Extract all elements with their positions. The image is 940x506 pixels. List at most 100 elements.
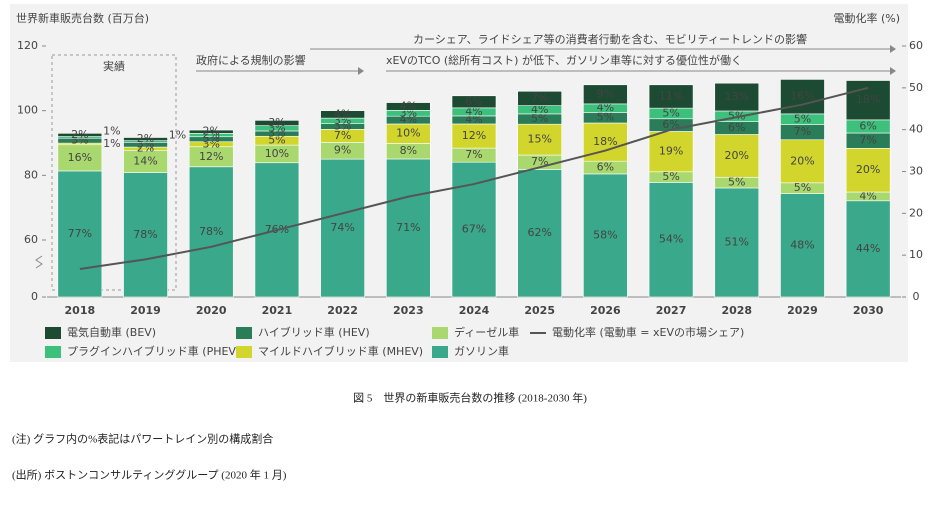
data-label: 12% <box>462 129 486 142</box>
annotation: 実績 <box>103 59 125 73</box>
data-label: 5% <box>662 170 679 183</box>
bar-segment <box>123 172 168 298</box>
legend-label: 電動化率 (電動車 = xEVの市場シェア) <box>552 325 744 339</box>
x-tick-label: 2018 <box>65 304 96 317</box>
data-label: 44% <box>856 242 880 255</box>
data-label: 78% <box>199 225 223 238</box>
data-label: 2% <box>71 128 88 141</box>
data-label: 16% <box>68 151 92 164</box>
bar-segment <box>648 131 694 173</box>
bar-segment <box>780 193 825 298</box>
y2-tick-label: 0 <box>913 290 920 303</box>
data-label: 5% <box>728 109 745 122</box>
legend-label: ガソリン車 <box>454 344 509 358</box>
bar-segment <box>845 200 891 298</box>
data-label: 4% <box>597 101 614 114</box>
bar-stack: 62%7%15%5%4%7% <box>517 90 562 298</box>
bar-segment <box>57 133 103 137</box>
data-label: 54% <box>659 233 683 246</box>
bar-stack: 71%8%10%4%3%4% <box>386 99 431 298</box>
bar-segment <box>188 166 234 298</box>
data-label: 14% <box>133 154 157 167</box>
bar-segment <box>451 95 497 109</box>
legend-swatch <box>432 346 448 358</box>
bar-stack: 74%9%7%3%3%4% <box>320 107 365 298</box>
bar-segment <box>583 84 628 105</box>
x-tick-label: 2019 <box>130 304 161 317</box>
data-label: 16% <box>790 90 814 103</box>
data-label: 7% <box>531 155 548 168</box>
bar-stack: 51%5%20%6%5%13% <box>714 82 760 298</box>
data-label: 20% <box>856 163 880 176</box>
legend-label: プラグインハイブリッド車 (PHEV) <box>67 344 240 358</box>
legend-swatch <box>45 346 61 358</box>
data-label: 5% <box>268 134 285 147</box>
bar-segment <box>845 148 891 193</box>
data-label: 15% <box>527 133 551 146</box>
bar-segment <box>648 182 694 298</box>
annotation: xEVのTCO (総所有コスト) が低下、ガソリン車等に対する優位性が働く <box>386 53 742 67</box>
axis-break <box>35 255 43 269</box>
data-label: 5% <box>794 112 811 125</box>
data-label: 7% <box>794 125 811 138</box>
y-tick-label: 100 <box>17 104 38 117</box>
data-label: 6% <box>728 121 745 134</box>
actual-box <box>51 54 177 291</box>
x-tick-label: 2027 <box>656 304 687 317</box>
y-tick-label: 120 <box>17 39 38 52</box>
bar-segment <box>386 102 431 111</box>
x-tick-label: 2028 <box>721 304 752 317</box>
legend-label: 電気自動車 (BEV) <box>67 325 156 339</box>
data-label: 6% <box>597 161 614 174</box>
bar-segment <box>517 90 562 106</box>
data-label: 71% <box>396 221 420 234</box>
bar-stack: 76%10%5%3%3%3% <box>254 116 300 298</box>
data-label: 9% <box>334 144 351 157</box>
data-label: 4% <box>334 107 351 120</box>
legend-swatch <box>236 327 252 339</box>
data-label: 77% <box>68 227 92 240</box>
bar-segment <box>714 134 760 178</box>
data-label: 4% <box>531 103 548 116</box>
data-label: 74% <box>330 221 354 234</box>
y2-tick-label: 10 <box>909 248 923 261</box>
bar-segment <box>57 170 103 298</box>
data-label: 5% <box>662 106 679 119</box>
x-tick-label: 2020 <box>196 304 227 317</box>
data-label: 4% <box>400 99 417 112</box>
legend-swatch <box>45 327 61 339</box>
bar-stack: 58% 6% 18% 5%4%9% <box>583 84 628 298</box>
bar-segment <box>188 129 234 134</box>
data-label: 7% <box>859 134 876 147</box>
caption: 図 5 世界の新車販売台数の推移 (2018-2030 年) <box>353 391 587 405</box>
data-label: 10% <box>265 147 289 160</box>
bar-stack: 78%14%2%3%1%2% <box>123 128 186 298</box>
data-label: 7% <box>531 91 548 104</box>
bar-stack: 54%5%19%6%5%11% <box>648 84 694 298</box>
data-label: 62% <box>527 226 551 239</box>
bar-stack: 48%5%20%7%5%16% <box>780 79 825 298</box>
x-tick-label: 2023 <box>393 304 424 317</box>
data-label: 9% <box>597 87 614 100</box>
bar-segment <box>451 123 497 149</box>
x-tick-label: 2030 <box>853 304 884 317</box>
y2-tick-label: 50 <box>909 81 923 94</box>
data-label: 6% <box>465 95 482 108</box>
bar-segment <box>320 158 365 298</box>
bar-stack: 77%16%1%3%1%2% <box>57 124 121 298</box>
y2-tick-label: 40 <box>909 123 923 136</box>
bar-segment <box>583 173 628 298</box>
bar-stack: 78%12%3%3%2%2% <box>188 125 234 298</box>
legend-label: ハイブリッド車 (HEV) <box>258 325 370 339</box>
data-label: 1% <box>103 137 120 150</box>
data-label: 5% <box>531 112 548 125</box>
y-title: 世界新車販売台数 (百万台) <box>16 11 149 25</box>
bar-segment <box>386 158 431 298</box>
data-label: 6% <box>859 119 876 132</box>
data-label: 1% <box>103 124 120 137</box>
data-label: 3% <box>268 116 285 129</box>
bar-segment <box>648 84 694 109</box>
data-label: 5% <box>597 111 614 124</box>
